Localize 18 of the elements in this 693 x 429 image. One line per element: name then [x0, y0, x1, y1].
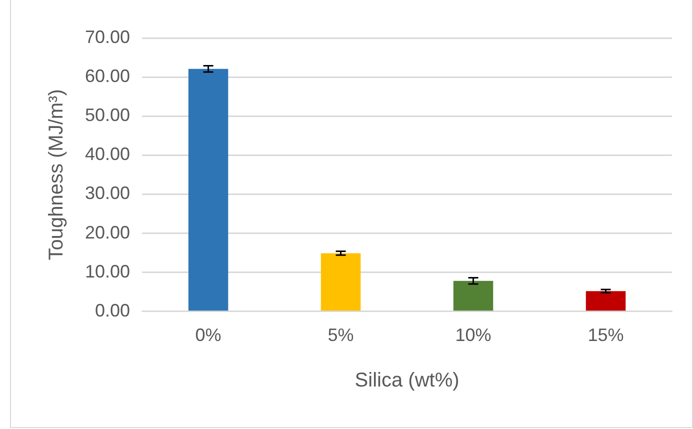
bar — [586, 291, 626, 311]
y-tick-label: 40.00 — [84, 144, 130, 164]
y-tick-label: 20.00 — [84, 222, 130, 242]
x-tick-label: 15% — [588, 325, 624, 346]
y-tick-label: 30.00 — [84, 183, 130, 204]
x-tick-label: 5% — [328, 325, 354, 346]
y-axis-title: Toughness (MJ/m³) — [46, 89, 68, 260]
x-axis-title: Silica (wt%) — [354, 370, 460, 392]
bar — [188, 68, 228, 311]
x-tick-label: 10% — [455, 325, 492, 346]
y-tick-label: 70.00 — [84, 26, 130, 47]
x-tick-label: 0% — [195, 325, 222, 346]
y-tick-label: 60.00 — [84, 66, 130, 86]
bar — [453, 280, 494, 311]
bar — [320, 253, 361, 311]
y-tick-label: 0.00 — [94, 300, 130, 320]
y-tick-label: 50.00 — [84, 105, 130, 126]
y-tick-label: 10.00 — [84, 261, 130, 282]
